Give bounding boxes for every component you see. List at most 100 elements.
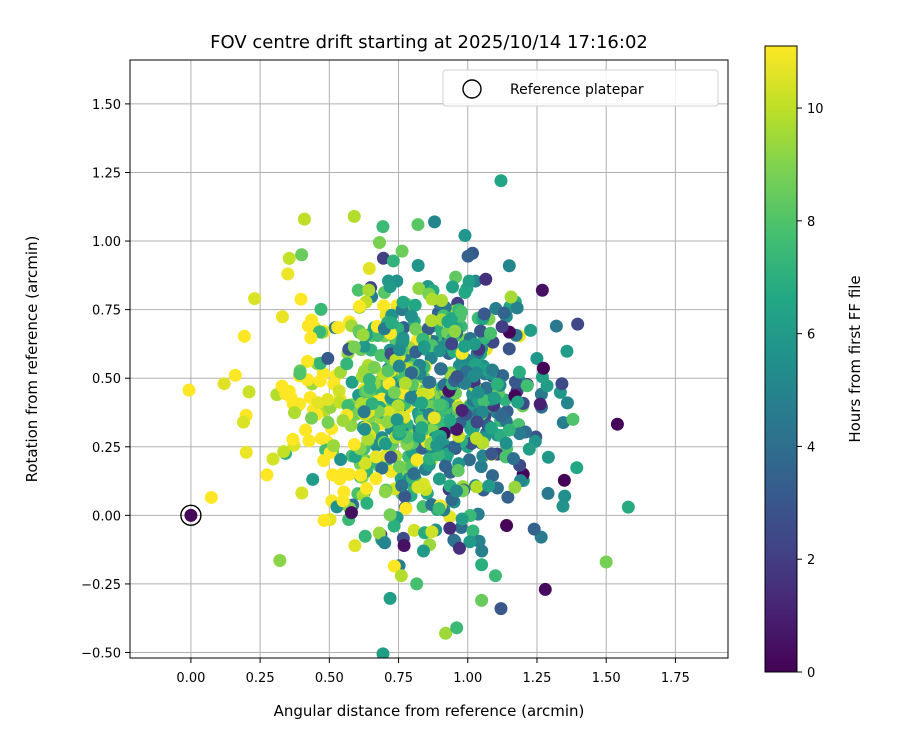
data-point xyxy=(410,577,424,591)
data-point xyxy=(378,536,392,550)
data-point xyxy=(434,362,448,376)
data-point xyxy=(455,512,469,526)
reference-point-ring xyxy=(180,504,202,527)
plot-frame xyxy=(129,59,729,659)
data-point xyxy=(502,259,516,273)
data-point xyxy=(488,569,502,583)
data-point xyxy=(379,437,393,451)
data-point xyxy=(446,280,460,294)
data-point xyxy=(404,390,418,404)
data-point xyxy=(470,431,484,445)
data-point xyxy=(237,415,251,429)
data-point xyxy=(555,377,569,391)
data-point xyxy=(306,472,320,486)
data-point xyxy=(449,484,463,498)
data-point xyxy=(392,359,406,373)
data-point xyxy=(467,369,481,383)
legend-marker-icon xyxy=(462,79,482,99)
data-point xyxy=(397,539,411,553)
data-point xyxy=(427,411,441,425)
data-point xyxy=(334,453,348,467)
data-point xyxy=(490,377,504,391)
data-point xyxy=(372,235,386,249)
legend-box xyxy=(442,69,719,107)
data-point xyxy=(369,450,383,464)
data-point xyxy=(404,366,418,380)
y-axis: −0.50 −0.25 0.00 0.25 0.50 0.75 1.00 1.25 1.50 xyxy=(81,98,130,662)
data-point xyxy=(385,316,399,330)
data-point xyxy=(326,468,340,482)
data-point xyxy=(474,324,488,338)
y-tick-label: −0.50 xyxy=(81,647,121,662)
data-point xyxy=(362,283,376,297)
data-point xyxy=(340,357,354,371)
data-point xyxy=(332,384,346,398)
data-point xyxy=(378,485,392,499)
data-point xyxy=(412,282,426,296)
data-point xyxy=(217,377,231,391)
data-point xyxy=(432,472,446,486)
data-point xyxy=(341,399,355,413)
data-point xyxy=(566,412,580,426)
data-point xyxy=(347,437,361,451)
data-point xyxy=(281,267,295,281)
colorbar-tick-label: 2 xyxy=(807,553,815,568)
data-point xyxy=(506,452,520,466)
data-point xyxy=(347,209,361,223)
data-point xyxy=(361,432,375,446)
colorbar: 0 2 4 6 8 10 Hours from first FF file xyxy=(764,45,864,681)
data-point xyxy=(425,314,439,328)
data-point xyxy=(286,432,300,446)
data-point xyxy=(451,464,465,478)
data-point xyxy=(327,439,341,453)
data-point xyxy=(354,468,368,482)
data-point xyxy=(441,315,455,329)
data-point xyxy=(511,395,525,409)
data-point xyxy=(508,375,522,389)
data-point xyxy=(570,461,584,475)
data-point xyxy=(462,274,476,288)
data-point xyxy=(273,554,287,568)
x-tick-label: 0.50 xyxy=(315,671,344,686)
data-point xyxy=(239,445,253,459)
data-point xyxy=(484,421,498,435)
data-point xyxy=(571,317,585,331)
data-point xyxy=(287,406,301,420)
data-point xyxy=(494,174,508,188)
data-point xyxy=(504,290,518,304)
data-point xyxy=(487,391,501,405)
x-tick-label: 1.25 xyxy=(522,671,551,686)
y-tick-label: 1.50 xyxy=(92,98,121,113)
data-point xyxy=(433,398,447,412)
data-point xyxy=(497,306,511,320)
data-point xyxy=(466,524,480,538)
data-point xyxy=(387,519,401,533)
data-point xyxy=(538,582,552,596)
data-point xyxy=(336,413,350,427)
data-point xyxy=(363,381,377,395)
data-point xyxy=(300,354,314,368)
data-point xyxy=(408,298,422,312)
data-point xyxy=(393,425,407,439)
data-point xyxy=(228,368,242,382)
data-point xyxy=(376,251,390,265)
data-point xyxy=(494,602,508,616)
data-point xyxy=(557,473,571,487)
data-point xyxy=(500,519,514,533)
data-point xyxy=(277,445,291,459)
data-point xyxy=(449,270,463,284)
data-point xyxy=(394,569,408,583)
y-tick-label: 0.25 xyxy=(92,441,121,456)
data-point xyxy=(535,283,549,297)
data-points xyxy=(180,174,635,658)
data-point xyxy=(336,494,350,508)
data-point xyxy=(321,393,335,407)
data-point xyxy=(392,460,406,474)
data-point xyxy=(407,467,421,481)
data-point xyxy=(386,254,400,268)
data-point xyxy=(484,326,498,340)
data-point xyxy=(448,324,462,338)
data-point xyxy=(391,399,405,413)
data-point xyxy=(428,215,442,229)
colorbar-tick-label: 10 xyxy=(807,102,824,117)
